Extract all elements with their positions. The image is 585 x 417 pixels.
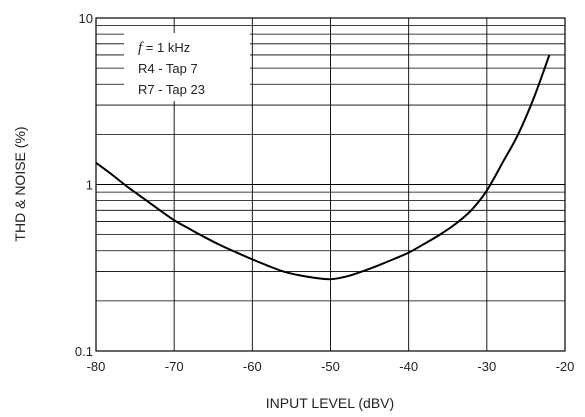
legend-background — [124, 33, 250, 101]
x-tick-label-6: -20 — [556, 359, 575, 374]
x-tick-label-1: -70 — [165, 359, 184, 374]
y-axis-ticks: 0.1 1 10 — [75, 11, 93, 359]
legend-frequency: f = 1 kHz — [138, 40, 190, 56]
y-tick-label-2: 10 — [79, 11, 93, 26]
x-tick-label-4: -40 — [399, 359, 418, 374]
y-tick-label-1: 1 — [86, 178, 93, 193]
y-tick-label-0: 0.1 — [75, 344, 93, 359]
x-tick-label-5: -30 — [477, 359, 496, 374]
series-line-thd — [95, 54, 551, 281]
x-tick-label-2: -60 — [243, 359, 262, 374]
legend-r7-tap: R7 - Tap 23 — [138, 82, 205, 97]
plot-area-frame — [95, 17, 566, 352]
x-axis-ticks: -80 -70 -60 -50 -40 -30 -20 — [87, 359, 575, 374]
x-axis-title: INPUT LEVEL (dBV) — [266, 395, 394, 411]
x-tick-label-3: -50 — [321, 359, 340, 374]
legend-r4-tap: R4 - Tap 7 — [138, 61, 198, 76]
y-axis-title: THD & NOISE (%) — [12, 126, 28, 241]
legend: f = 1 kHz R4 - Tap 7 R7 - Tap 23 — [124, 33, 250, 101]
legend-f-symbol: f — [138, 40, 144, 56]
x-tick-label-0: -80 — [87, 359, 106, 374]
legend-f-value: = 1 kHz — [142, 40, 190, 55]
